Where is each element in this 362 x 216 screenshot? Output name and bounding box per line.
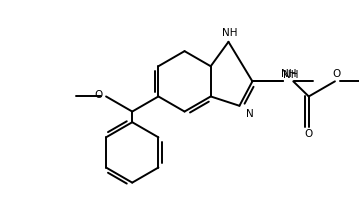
Text: NH: NH — [283, 70, 298, 80]
Text: NH: NH — [223, 28, 238, 38]
Text: O: O — [94, 90, 102, 100]
Text: O: O — [305, 129, 313, 139]
Text: N: N — [245, 109, 253, 119]
Text: NH: NH — [281, 69, 297, 79]
Text: O: O — [333, 69, 341, 79]
